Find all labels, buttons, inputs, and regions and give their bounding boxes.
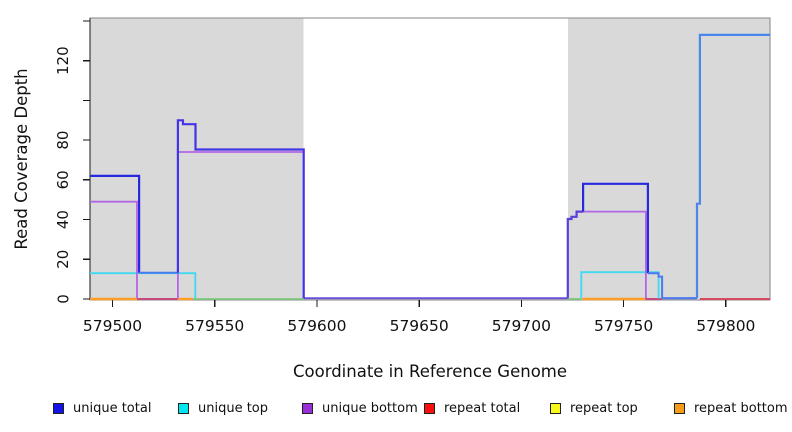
svg-text:579700: 579700 — [492, 317, 551, 335]
legend-label: repeat top — [570, 400, 638, 416]
shaded-genome-regions — [90, 18, 770, 300]
svg-text:120: 120 — [54, 46, 72, 75]
series-unique-rise-right — [566, 210, 584, 299]
svg-text:579550: 579550 — [185, 317, 244, 335]
legend-label: repeat total — [444, 400, 521, 416]
series-unique-top-right — [580, 271, 660, 299]
x-axis-title: Coordinate in Reference Genome — [293, 362, 567, 381]
svg-text:579600: 579600 — [287, 317, 346, 335]
legend-item-unique-top: unique top — [178, 399, 268, 417]
series-unique-total-right-58 — [581, 182, 650, 274]
legend-label: unique total — [73, 400, 152, 416]
unique-total-swatch — [53, 402, 64, 414]
series-unique-total-right-13 — [647, 272, 664, 299]
unique-top-swatch — [178, 402, 189, 414]
series-unique-total-left-62 — [90, 174, 141, 273]
legend-label: repeat bottom — [694, 400, 788, 416]
legend-item-unique-bottom: unique bottom — [302, 399, 418, 417]
svg-text:579750: 579750 — [594, 317, 653, 335]
svg-text:0: 0 — [54, 294, 72, 304]
legend-label: unique bottom — [322, 400, 418, 416]
legend-item-repeat-top: repeat top — [550, 399, 638, 417]
svg-text:80: 80 — [54, 131, 72, 150]
legend-item-repeat-bottom: repeat bottom — [674, 399, 788, 417]
svg-text:579800: 579800 — [696, 317, 755, 335]
y-axis-title: Read Coverage Depth — [12, 68, 31, 249]
svg-text:40: 40 — [54, 210, 72, 229]
repeat-total-swatch — [424, 402, 435, 414]
unique-bottom-swatch — [302, 402, 313, 414]
legend-item-repeat-total: repeat total — [424, 399, 520, 417]
axes: 0 20 40 60 80 120 579500 579550 579600 579650 5797… — [54, 17, 771, 335]
legend: unique total unique top unique bottom re… — [0, 399, 792, 421]
coverage-series — [90, 33, 770, 301]
repeat-bottom-swatch — [674, 402, 685, 414]
series-unique-total-spike-75 — [176, 119, 305, 299]
series-unique-top-left — [90, 272, 197, 299]
svg-text:579650: 579650 — [390, 317, 449, 335]
series-unique-total-tall-133 — [695, 33, 770, 299]
series-unique-bottom-right — [576, 210, 647, 299]
svg-text:20: 20 — [54, 250, 72, 269]
svg-text:60: 60 — [54, 170, 72, 189]
svg-text:579500: 579500 — [83, 317, 142, 335]
legend-item-unique-total: unique total — [53, 399, 151, 417]
series-unique-bottom-left — [90, 200, 138, 299]
legend-label: unique top — [198, 400, 269, 416]
repeat-top-swatch — [550, 402, 561, 414]
